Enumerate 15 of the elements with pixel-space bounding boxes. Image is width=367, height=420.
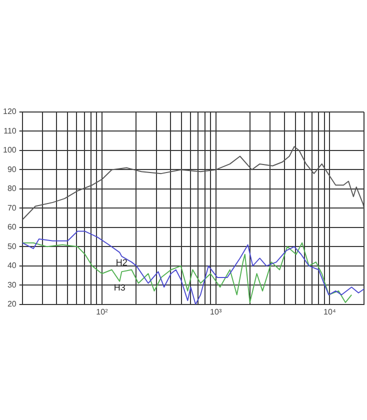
y-tick-label: 50 xyxy=(7,242,17,251)
x-tick-label: 10³ xyxy=(210,307,222,316)
y-tick-label: 40 xyxy=(7,261,17,270)
y-tick-label: 110 xyxy=(4,126,17,136)
x-tick-label: 10² xyxy=(96,307,108,316)
y-tick-label: 120 xyxy=(2,107,17,116)
y-tick-label: 70 xyxy=(7,203,17,212)
y-tick-label: 100 xyxy=(2,146,17,155)
annotation: H2 xyxy=(116,257,128,268)
y-tick-label: 20 xyxy=(7,300,17,309)
y-tick-label: 60 xyxy=(7,222,17,232)
y-tick-label: 80 xyxy=(7,184,17,194)
y-tick-label: 30 xyxy=(7,280,17,290)
y-tick-label: 90 xyxy=(7,164,17,174)
x-tick-label: 10⁴ xyxy=(324,307,336,316)
